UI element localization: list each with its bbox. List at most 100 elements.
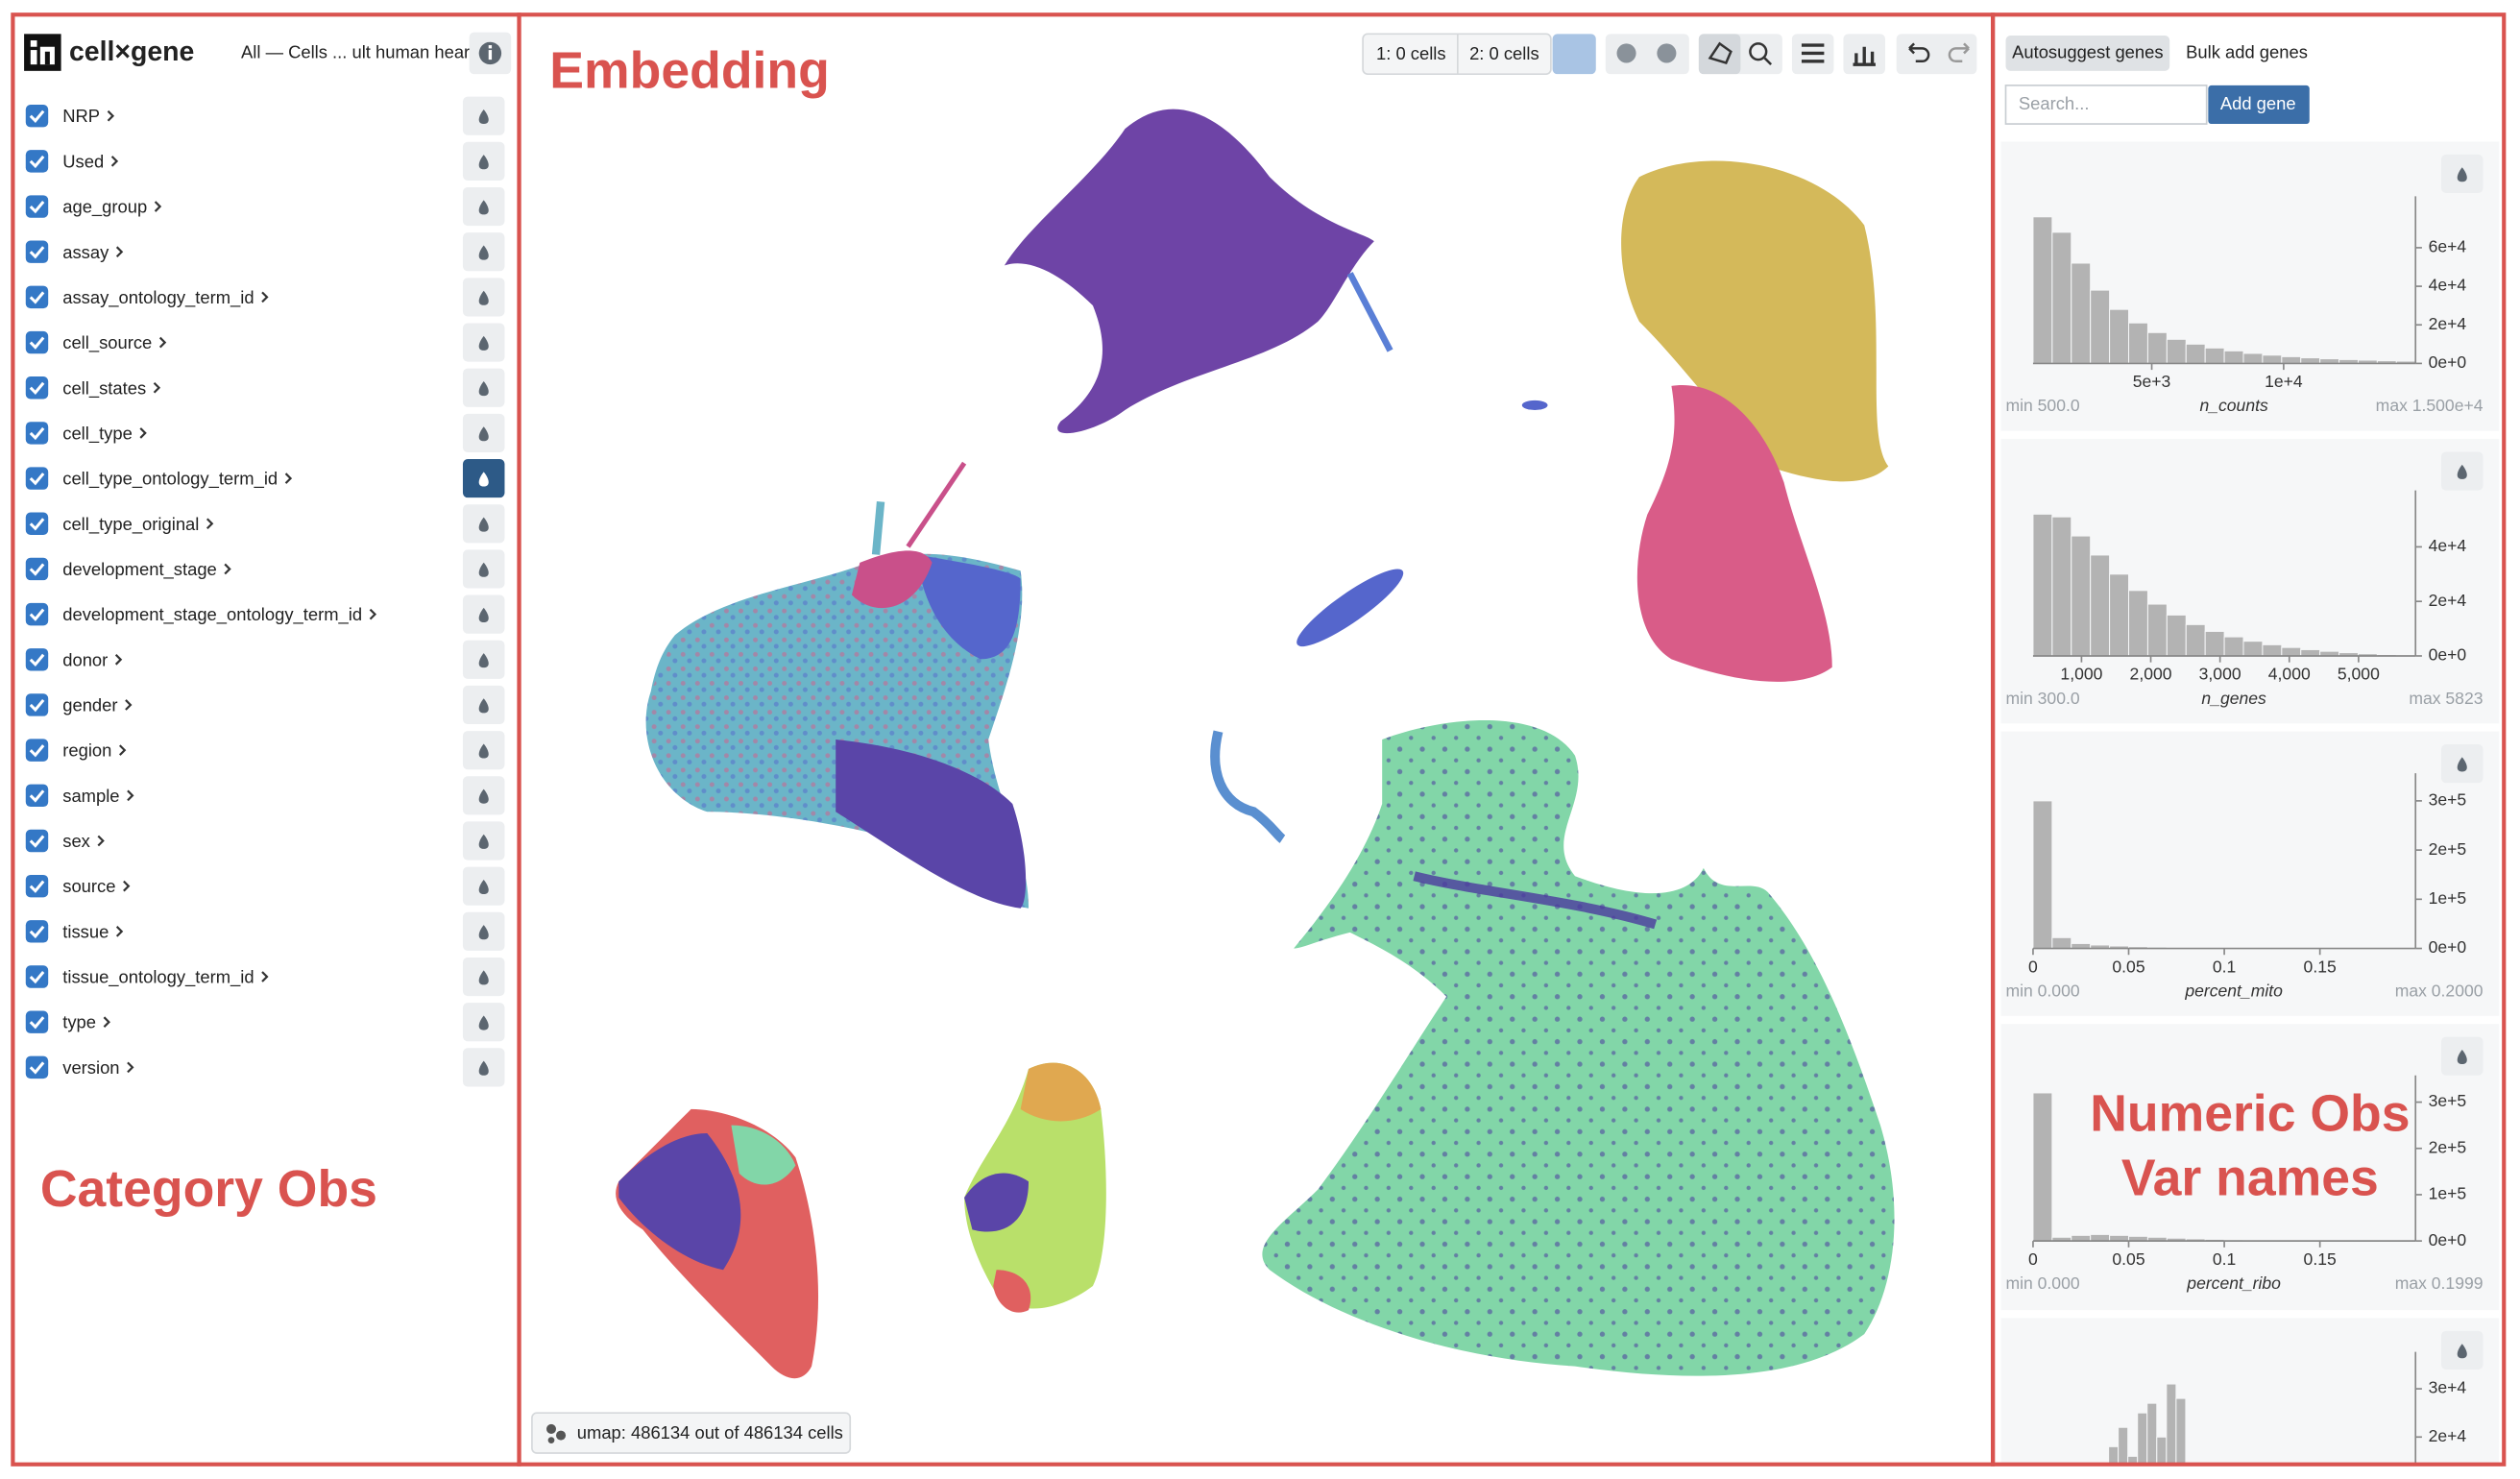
y-tick-label: 2e+4 — [2429, 314, 2467, 333]
category-name[interactable]: NRP — [62, 106, 100, 126]
category-name[interactable]: cell_type_ontology_term_id — [62, 469, 278, 490]
x-tick-label: 5,000 — [2338, 665, 2380, 684]
histograms: 0e+0 2e+4 4e+4 6e+4 5e+3 1e+4 min 500.0 max 1.5… — [2000, 141, 2500, 1464]
undo-redo[interactable] — [1896, 34, 1977, 75]
droplet-icon — [478, 335, 489, 351]
histogram-bar — [2032, 800, 2053, 950]
checkbox[interactable] — [25, 965, 49, 988]
embedding-status[interactable]: umap: 486134 out of 486134 cells — [531, 1412, 852, 1454]
logo[interactable]: cell×gene — [24, 34, 194, 71]
search-placeholder: Search... — [2019, 93, 2090, 113]
y-tick-label: 6e+4 — [2429, 237, 2467, 256]
logo-text: cell×gene — [69, 36, 194, 67]
droplet-icon — [478, 879, 489, 895]
checkbox[interactable] — [25, 557, 49, 581]
checkbox[interactable] — [25, 1010, 49, 1033]
checkmark — [29, 381, 45, 395]
selection-2[interactable]: 2: 0 cells — [1469, 43, 1539, 63]
category-name[interactable]: sample — [62, 786, 119, 806]
add-gene-button[interactable] — [2208, 85, 2310, 125]
category-name[interactable]: development_stage_ontology_term_id — [62, 604, 362, 625]
tab[interactable]: Bulk add genes — [2186, 41, 2308, 61]
category-name[interactable]: sex — [62, 831, 90, 851]
embedding-status-text: umap: 486134 out of 486134 cells — [577, 1422, 843, 1443]
x-tick-label: 1e+4 — [2265, 372, 2303, 391]
checkbox[interactable] — [25, 195, 49, 218]
checkbox[interactable] — [25, 602, 49, 626]
histogram-bar — [2146, 331, 2168, 364]
checkbox[interactable] — [25, 739, 49, 762]
histogram-bar — [2204, 347, 2225, 364]
checkmark — [29, 1016, 45, 1030]
checkbox[interactable] — [25, 920, 49, 943]
checkbox[interactable] — [25, 285, 49, 309]
checkmark — [29, 563, 45, 576]
category-name[interactable]: cell_source — [62, 332, 152, 353]
checkbox[interactable] — [25, 874, 49, 898]
checkbox[interactable] — [25, 150, 49, 173]
checkbox[interactable] — [25, 104, 49, 128]
category-name[interactable]: assay_ontology_term_id — [62, 287, 254, 308]
max-label: max 1.500e+4 — [2376, 396, 2484, 415]
checkbox[interactable] — [25, 512, 49, 535]
checkmark — [29, 971, 45, 984]
category-name[interactable]: tissue — [62, 921, 109, 941]
y-tick-label: 3e+4 — [2429, 1378, 2467, 1397]
category-name[interactable]: cell_type_original — [62, 514, 199, 535]
expand-chevron — [97, 835, 105, 847]
x-tick-label: 0.15 — [2304, 957, 2337, 976]
histogram-bar — [2137, 1412, 2148, 1464]
droplet-icon — [478, 788, 489, 804]
category-name[interactable]: cell_type — [62, 423, 133, 444]
checkmark — [29, 201, 45, 214]
histogram-bar — [2262, 643, 2283, 657]
checkbox[interactable] — [25, 240, 49, 263]
histogram-bar — [2242, 641, 2264, 657]
category-name[interactable]: region — [62, 740, 111, 761]
checkbox[interactable] — [25, 1055, 49, 1079]
category-name[interactable]: development_stage — [62, 559, 217, 580]
checkbox[interactable] — [25, 376, 49, 400]
category-name[interactable]: gender — [62, 695, 117, 715]
checkbox[interactable] — [25, 784, 49, 808]
histogram-bar — [2127, 1455, 2139, 1464]
info-button[interactable] — [469, 32, 512, 75]
x-tick-label: 0.1 — [2213, 1249, 2236, 1269]
selection-1[interactable]: 1: 0 cells — [1376, 43, 1446, 63]
histogram-bar — [2118, 1426, 2129, 1464]
histogram-bar — [2281, 646, 2302, 657]
droplet-icon — [478, 517, 489, 532]
category-name[interactable]: donor — [62, 649, 108, 669]
histogram-bar — [2166, 614, 2187, 657]
category-name[interactable]: type — [62, 1012, 96, 1032]
category-name[interactable]: Used — [62, 151, 104, 171]
checkbox[interactable] — [25, 330, 49, 354]
checkbox[interactable] — [25, 467, 49, 490]
toggle-button[interactable] — [1552, 34, 1596, 75]
x-tick-label: 0 — [2028, 957, 2038, 976]
category-name[interactable]: cell_states — [62, 377, 146, 399]
category-name[interactable]: age_group — [62, 197, 147, 218]
expand-chevron — [125, 699, 133, 711]
tab[interactable]: Autosuggest genes — [2012, 41, 2163, 61]
x-tick-label: 0 — [2028, 1249, 2038, 1269]
checkmark — [29, 835, 45, 848]
checkbox[interactable] — [25, 648, 49, 671]
category-name[interactable]: source — [62, 876, 115, 896]
category-name[interactable]: version — [62, 1057, 119, 1078]
x-tick-label: 0.05 — [2112, 957, 2144, 976]
y-tick-label: 2e+5 — [2429, 1137, 2467, 1156]
checkbox[interactable] — [25, 829, 49, 853]
category-name[interactable]: tissue_ontology_term_id — [62, 967, 254, 988]
search-input[interactable] — [2004, 85, 2208, 125]
expand-chevron — [139, 427, 147, 439]
category-name[interactable]: assay — [62, 242, 109, 262]
checkbox[interactable] — [25, 422, 49, 445]
droplet-icon — [478, 109, 489, 125]
histogram-bar — [2300, 648, 2321, 657]
embedding-plot[interactable] — [616, 109, 1895, 1379]
droplet-icon — [478, 426, 489, 442]
checkbox[interactable] — [25, 693, 49, 716]
tab-active[interactable] — [2005, 36, 2170, 71]
